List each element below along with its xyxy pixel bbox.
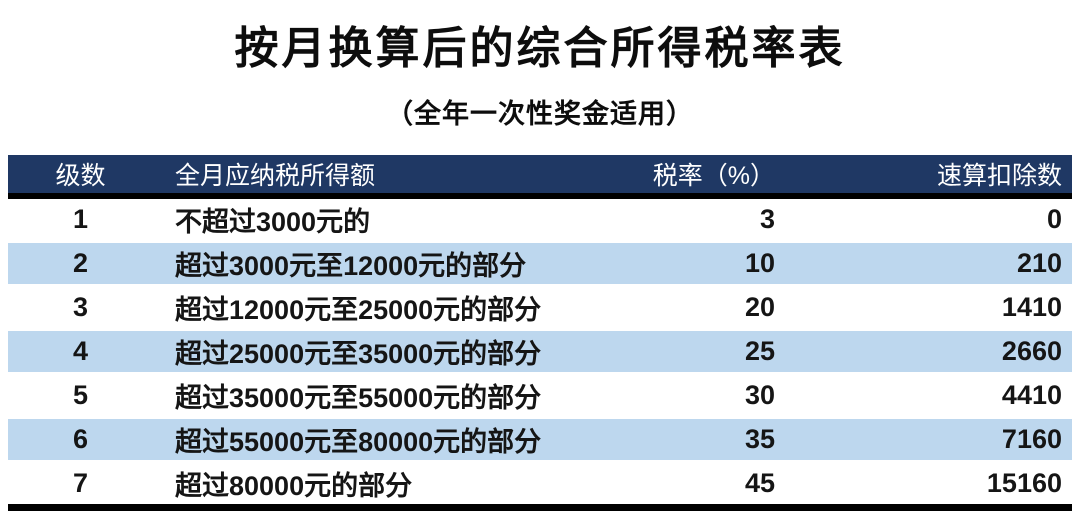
table-body: 1 不超过3000元的 3 0 2 超过3000元至12000元的部分 10 2… xyxy=(8,196,1072,512)
cell-level: 4 xyxy=(8,328,153,376)
header-cell-income: 全月应纳税所得额 xyxy=(153,155,573,200)
cell-deduction: 15160 xyxy=(783,461,1072,512)
table-row: 7 超过80000元的部分 45 15160 xyxy=(8,461,1072,512)
cell-deduction: 2660 xyxy=(783,328,1072,376)
cell-level: 5 xyxy=(8,373,153,418)
page-title: 按月换算后的综合所得税率表 xyxy=(234,24,846,73)
cell-deduction: 4410 xyxy=(783,373,1072,418)
cell-deduction: 210 xyxy=(783,240,1072,288)
cell-rate: 25 xyxy=(573,328,783,376)
cell-deduction: 1410 xyxy=(783,285,1072,330)
cell-rate: 35 xyxy=(573,416,783,464)
cell-income: 超过55000元至80000元的部分 xyxy=(153,416,573,464)
cell-deduction: 7160 xyxy=(783,416,1072,464)
cell-level: 2 xyxy=(8,240,153,288)
cell-income: 超过3000元至12000元的部分 xyxy=(153,240,573,288)
table-row: 2 超过3000元至12000元的部分 10 210 xyxy=(8,240,1072,288)
table-row: 6 超过55000元至80000元的部分 35 7160 xyxy=(8,416,1072,464)
cell-rate: 45 xyxy=(573,461,783,512)
header-cell-level: 级数 xyxy=(8,155,153,200)
page-subtitle: （全年一次性奖金适用） xyxy=(386,99,694,130)
cell-rate: 10 xyxy=(573,240,783,288)
cell-income: 不超过3000元的 xyxy=(153,196,573,242)
table-row: 5 超过35000元至55000元的部分 30 4410 xyxy=(8,373,1072,418)
cell-level: 7 xyxy=(8,461,153,512)
cell-rate: 3 xyxy=(573,196,783,242)
cell-income: 超过12000元至25000元的部分 xyxy=(153,285,573,330)
tax-rate-table: 级数 全月应纳税所得额 税率（%） 速算扣除数 1 不超过3000元的 3 0 … xyxy=(8,155,1072,512)
cell-level: 1 xyxy=(8,196,153,242)
cell-rate: 30 xyxy=(573,373,783,418)
header-cell-deduction: 速算扣除数 xyxy=(783,155,1072,200)
table-header: 级数 全月应纳税所得额 税率（%） 速算扣除数 xyxy=(8,155,1072,200)
cell-deduction: 0 xyxy=(783,196,1072,242)
table-row: 4 超过25000元至35000元的部分 25 2660 xyxy=(8,328,1072,376)
header-cell-rate: 税率（%） xyxy=(573,155,783,200)
cell-level: 3 xyxy=(8,285,153,330)
cell-level: 6 xyxy=(8,416,153,464)
table-row: 3 超过12000元至25000元的部分 20 1410 xyxy=(8,285,1072,330)
table-header-row: 级数 全月应纳税所得额 税率（%） 速算扣除数 xyxy=(8,155,1072,200)
cell-rate: 20 xyxy=(573,285,783,330)
cell-income: 超过25000元至35000元的部分 xyxy=(153,328,573,376)
table-row: 1 不超过3000元的 3 0 xyxy=(8,196,1072,242)
cell-income: 超过35000元至55000元的部分 xyxy=(153,373,573,418)
cell-income: 超过80000元的部分 xyxy=(153,461,573,512)
